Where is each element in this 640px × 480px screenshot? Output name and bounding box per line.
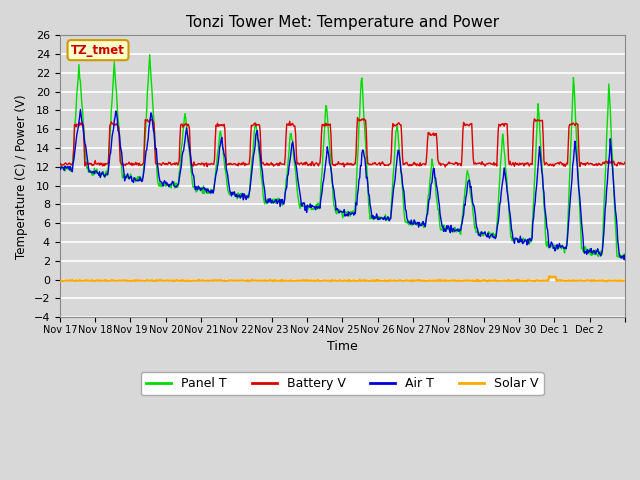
Solar V (401, 277, 409, 283)
Solar V (621, 277, 629, 283)
Battery V (226, 160, 234, 166)
Solar V (433, 277, 441, 283)
Line: Solar V: Solar V (60, 276, 625, 281)
Air T (401, 206, 409, 212)
Battery V (442, 164, 449, 170)
Battery V (276, 162, 284, 168)
Solar V (56, 278, 63, 284)
Y-axis label: Temperature (C) / Power (V): Temperature (C) / Power (V) (15, 94, 28, 259)
Panel T (56, 161, 63, 167)
Air T (621, 252, 629, 258)
Solar V (326, 278, 334, 284)
Panel T (227, 190, 235, 195)
Air T (77, 107, 84, 112)
Air T (56, 166, 63, 171)
Solar V (226, 277, 234, 283)
Panel T (619, 255, 627, 261)
Line: Panel T: Panel T (60, 55, 625, 258)
Panel T (621, 254, 629, 260)
Battery V (354, 115, 362, 120)
Title: Tonzi Tower Met: Temperature and Power: Tonzi Tower Met: Temperature and Power (186, 15, 499, 30)
Air T (123, 173, 131, 179)
Air T (433, 185, 441, 191)
Battery V (122, 161, 130, 167)
Solar V (276, 278, 284, 284)
Air T (227, 190, 235, 195)
Battery V (254, 122, 262, 128)
Battery V (401, 160, 409, 166)
Solar V (254, 277, 262, 283)
Battery V (56, 162, 63, 168)
Solar V (122, 277, 130, 283)
Panel T (255, 148, 262, 154)
Battery V (621, 159, 629, 165)
Text: TZ_tmet: TZ_tmet (71, 44, 125, 57)
X-axis label: Time: Time (327, 340, 358, 353)
Air T (276, 204, 284, 209)
Panel T (122, 174, 130, 180)
Panel T (276, 200, 284, 206)
Line: Battery V: Battery V (60, 118, 625, 167)
Solar V (546, 273, 554, 279)
Line: Air T: Air T (60, 109, 625, 260)
Legend: Panel T, Battery V, Air T, Solar V: Panel T, Battery V, Air T, Solar V (141, 372, 544, 396)
Air T (620, 257, 628, 263)
Panel T (146, 52, 154, 58)
Air T (255, 139, 262, 144)
Battery V (433, 141, 441, 147)
Panel T (433, 199, 441, 205)
Panel T (401, 219, 409, 225)
